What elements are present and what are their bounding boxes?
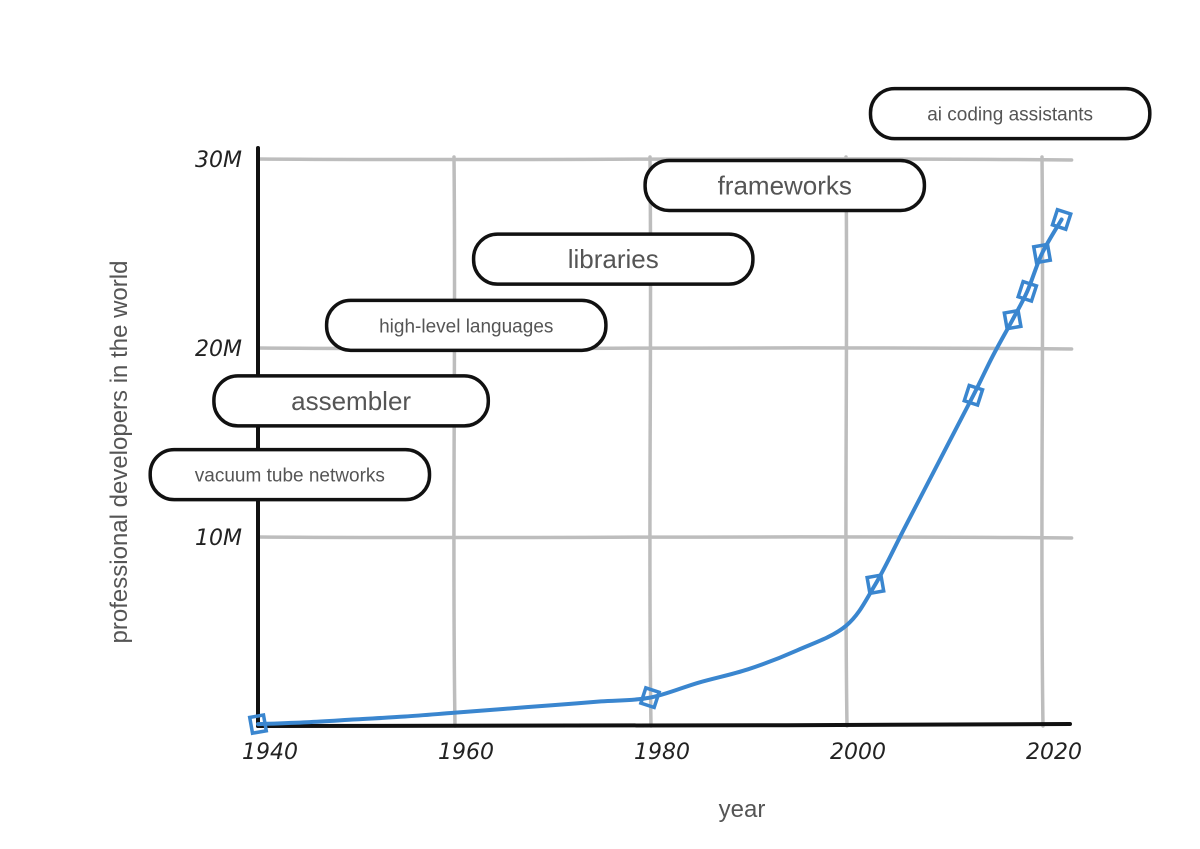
y-tick-label: 30M [195, 148, 242, 173]
data-point [1031, 242, 1053, 265]
data-point [1015, 279, 1039, 304]
annotation-label: assembler [291, 386, 411, 416]
annotation-label: libraries [568, 244, 659, 274]
y-axis-label: professional developers in the world [106, 261, 133, 644]
data-point [1050, 207, 1073, 232]
grid-line-vertical [452, 155, 457, 728]
y-axis-line [255, 146, 261, 728]
data-point [247, 712, 269, 736]
annotation-box [471, 232, 755, 286]
annotation-label: ai coding assistants [927, 105, 1093, 126]
x-axis-label: year [719, 796, 766, 823]
annotation-label: high-level languages [379, 316, 553, 337]
y-tick-label: 20M [195, 337, 242, 362]
grid-line-vertical [1040, 155, 1045, 728]
series-line [256, 217, 1064, 727]
y-tick-label: 10M [195, 526, 242, 551]
y-tick-labels: 10M 20M 30M [195, 148, 242, 551]
series [247, 207, 1073, 736]
x-axis-line [256, 722, 1072, 729]
x-tick-label: 2020 [1026, 740, 1082, 765]
annotations: vacuum tube networks assembler high-level … [148, 86, 1152, 502]
data-point [865, 573, 886, 596]
annotation-box [868, 86, 1152, 141]
grid-line-vertical [844, 155, 849, 728]
annotation-box [148, 447, 432, 502]
annotation-label: vacuum tube networks [195, 466, 385, 487]
grid-line-horizontal [256, 157, 1074, 162]
x-tick-labels: 1940 1960 1980 2000 2020 [242, 740, 1082, 765]
annotation-box [643, 158, 927, 213]
annotation-label: frameworks [718, 170, 852, 200]
data-point [962, 383, 985, 408]
x-tick-label: 1960 [438, 740, 494, 765]
x-tick-label: 1980 [634, 740, 690, 765]
grid-line-horizontal [256, 535, 1074, 540]
data-point [1002, 308, 1023, 331]
annotation-box [324, 298, 608, 353]
x-tick-label: 2000 [830, 740, 886, 765]
data-point [638, 685, 662, 710]
x-tick-label: 1940 [242, 740, 298, 765]
annotation-box [212, 374, 491, 428]
